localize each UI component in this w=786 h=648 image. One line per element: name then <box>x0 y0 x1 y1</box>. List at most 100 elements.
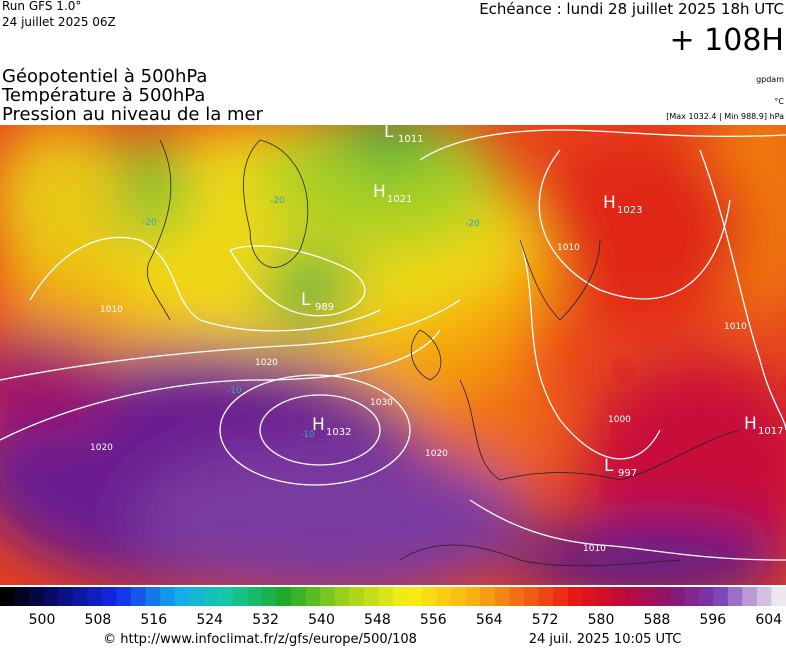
colorbar-label: 580 <box>588 612 615 628</box>
colorbar-cell <box>349 587 365 606</box>
title-line: Géopotentiel à 500hPa <box>2 66 207 87</box>
colorbar-label: 564 <box>476 612 503 628</box>
colorbar-cell <box>407 587 423 606</box>
source-url: © http://www.infoclimat.fr/z/gfs/europe/… <box>103 632 417 647</box>
colorbar-cell <box>378 587 394 606</box>
colorbar-cell <box>43 587 59 606</box>
isobar-label: 1020 <box>90 443 113 453</box>
center-value: 1023 <box>617 205 642 216</box>
colorbar-label: 500 <box>29 612 56 628</box>
colorbar-cell <box>29 587 45 606</box>
center-value: 1017 <box>758 426 783 437</box>
colorbar-cell <box>189 587 205 606</box>
isobar-label: 1000 <box>608 415 631 425</box>
colorbar-label: 556 <box>420 612 447 628</box>
colorbar-cell <box>262 587 278 606</box>
colorbar-cell <box>538 587 554 606</box>
colorbar-cell <box>684 587 700 606</box>
colorbar-cell <box>480 587 496 606</box>
lead-time: + 108H <box>670 23 785 58</box>
colorbar-cell <box>567 587 583 606</box>
colorbar-label: 508 <box>85 612 112 628</box>
colorbar-cell <box>0 587 16 606</box>
colorbar-cell <box>756 587 772 606</box>
isobar-label: 1010 <box>557 243 580 253</box>
colorbar-cell <box>465 587 481 606</box>
colorbar-label: 548 <box>364 612 391 628</box>
isotherm-label: -20 <box>270 196 285 206</box>
colorbar-cell <box>611 587 627 606</box>
isobars <box>0 129 786 561</box>
colorbar-cell <box>553 587 569 606</box>
colorbar-cell <box>218 587 234 606</box>
colorbar-label: 516 <box>140 612 167 628</box>
isotherm-label: -10 <box>300 430 315 440</box>
colorbar-cell <box>145 587 161 606</box>
isobar-label: 1020 <box>425 449 448 459</box>
colorbar-cell <box>334 587 350 606</box>
center-value: 1021 <box>387 194 412 205</box>
center-symbol: H <box>373 182 386 202</box>
colorbar-cell <box>625 587 641 606</box>
colorbar-cell <box>509 587 525 606</box>
colorbar-cell <box>305 587 321 606</box>
colorbar-cell <box>582 587 598 606</box>
isobar-label: 1030 <box>370 398 393 408</box>
colorbar-cell <box>247 587 263 606</box>
center-symbol: L <box>384 122 394 142</box>
colorbar-cell <box>232 587 248 606</box>
unit-label: gpdam <box>756 75 784 84</box>
isotherm-label: -20 <box>142 218 157 228</box>
colorbar-cell <box>640 587 656 606</box>
run-date: 24 juillet 2025 06Z <box>2 15 116 29</box>
colorbar-cell <box>14 587 30 606</box>
coastlines <box>146 139 741 567</box>
center-value: 1011 <box>398 134 423 145</box>
forecast-time: Echéance : lundi 28 juillet 2025 18h UTC <box>479 0 784 18</box>
center-symbol: H <box>603 193 616 213</box>
colorbar-cell <box>393 587 409 606</box>
colorbar-cell <box>160 587 176 606</box>
colorbar-cell <box>203 587 219 606</box>
colorbar-cell <box>727 587 743 606</box>
colorbar-cell <box>524 587 540 606</box>
center-value: 989 <box>315 302 334 313</box>
isotherm-label: -20 <box>465 219 480 229</box>
colorbar-cell <box>771 587 786 606</box>
center-value: 997 <box>618 468 637 479</box>
center-symbol: H <box>312 415 325 435</box>
colorbar-cell <box>451 587 467 606</box>
colorbar-cell <box>655 587 671 606</box>
colorbar-cell <box>320 587 336 606</box>
unit-label: [Max 1032.4 | Min 988.9] hPa <box>666 112 784 121</box>
colorbar-cell <box>436 587 452 606</box>
colorbar-cell <box>494 587 510 606</box>
field <box>0 125 786 585</box>
colorbar-cell <box>669 587 685 606</box>
colorbar-cell <box>58 587 74 606</box>
center-symbol: H <box>744 414 757 434</box>
colorbar-cell <box>276 587 292 606</box>
colorbar-label: 588 <box>644 612 671 628</box>
isobar-label: 1020 <box>255 358 278 368</box>
isobar-label: 1010 <box>100 305 123 315</box>
isobar-label: 1010 <box>583 544 606 554</box>
colorbar-cell <box>116 587 132 606</box>
colorbar-label: 532 <box>252 612 279 628</box>
colorbar-cell <box>713 587 729 606</box>
title-line: Pression au niveau de la mer <box>2 104 264 125</box>
generated-time: 24 juil. 2025 10:05 UTC <box>529 632 682 647</box>
colorbar-cell <box>596 587 612 606</box>
isotherm-label: -10 <box>227 386 242 396</box>
run-label: Run GFS 1.0° <box>2 0 81 13</box>
isobar-label: 1010 <box>724 322 747 332</box>
colorbar-cell <box>131 587 147 606</box>
title-line: Température à 500hPa <box>1 85 205 106</box>
unit-label: °C <box>774 97 784 106</box>
center-symbol: L <box>301 290 311 310</box>
colorbar-label: 524 <box>196 612 223 628</box>
colorbar-cell <box>101 587 117 606</box>
colorbar-label: 596 <box>699 612 726 628</box>
